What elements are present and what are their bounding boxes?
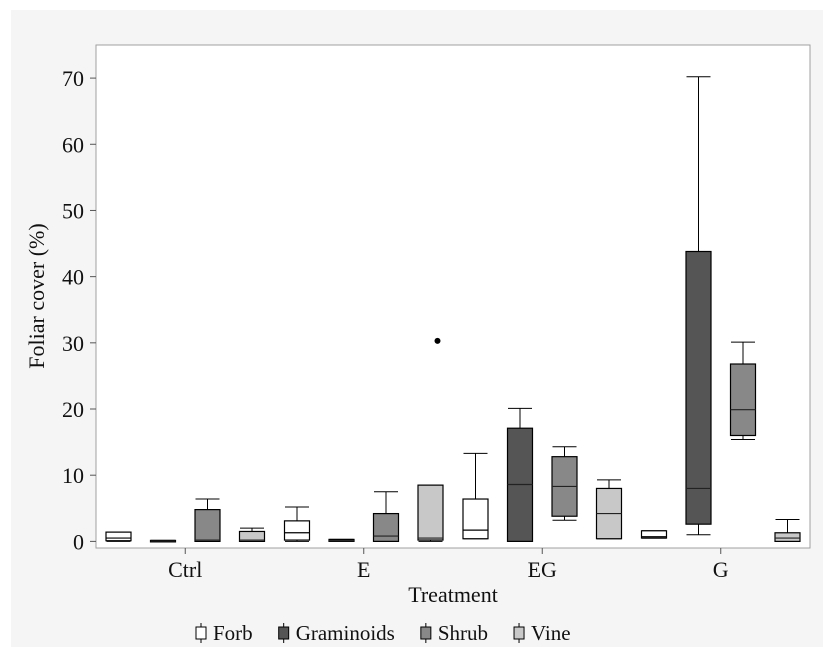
x-tick-label: EG xyxy=(528,557,557,582)
box-iqr xyxy=(729,363,757,437)
legend-item-shrub: Shrub xyxy=(420,621,488,645)
outlier-point xyxy=(434,337,441,344)
y-tick-label: 0 xyxy=(73,529,84,554)
y-tick-label: 30 xyxy=(62,331,84,356)
box-iqr xyxy=(640,530,668,539)
box-iqr xyxy=(238,530,266,542)
x-tick-label: G xyxy=(713,557,729,582)
y-tick-label: 50 xyxy=(62,198,84,223)
box-shrub-e xyxy=(372,491,400,542)
y-tick-label: 10 xyxy=(62,463,84,488)
box-vine-eg xyxy=(595,479,623,540)
legend-label: Vine xyxy=(531,621,571,645)
legend-label: Shrub xyxy=(438,621,488,645)
box-graminoids-ctrl xyxy=(149,539,177,543)
legend-swatch-box xyxy=(195,626,207,640)
box-graminoids-g xyxy=(685,76,712,536)
legend-swatch-box xyxy=(513,626,525,640)
box-iqr xyxy=(417,484,444,541)
box-vine-e xyxy=(417,337,444,542)
box-iqr xyxy=(774,532,801,542)
x-tick-label: E xyxy=(357,557,370,582)
legend-label: Graminoids xyxy=(296,621,395,645)
y-tick-label: 60 xyxy=(62,132,84,157)
box-forb-g xyxy=(640,530,668,539)
box-forb-e xyxy=(283,506,311,542)
legend: Forb Graminoids Shrub Vine xyxy=(195,621,571,645)
y-axis: 0 10 20 30 40 50 60 70 xyxy=(62,66,96,554)
y-tick-label: 70 xyxy=(62,66,84,91)
box-vine-ctrl xyxy=(238,527,266,542)
legend-swatch-box xyxy=(420,626,432,640)
box-series xyxy=(105,76,801,543)
x-axis: Ctrl E EG G xyxy=(168,548,729,582)
x-axis-title: Treatment xyxy=(408,582,498,607)
legend-swatch-box xyxy=(278,626,290,640)
legend-item-forb: Forb xyxy=(195,621,253,645)
legend-label: Forb xyxy=(213,621,253,645)
legend-item-graminoids: Graminoids xyxy=(278,621,395,645)
box-shrub-g xyxy=(729,341,757,440)
box-shrub-ctrl xyxy=(194,498,221,542)
legend-item-vine: Vine xyxy=(513,621,571,645)
x-tick-label: Ctrl xyxy=(168,557,202,582)
box-graminoids-e xyxy=(328,538,355,542)
y-tick-label: 20 xyxy=(62,397,84,422)
box-graminoids-eg xyxy=(506,407,534,542)
box-iqr xyxy=(372,512,400,542)
box-iqr xyxy=(105,531,132,542)
box-forb-ctrl xyxy=(105,531,132,542)
y-tick-label: 40 xyxy=(62,265,84,290)
box-iqr xyxy=(685,250,712,525)
box-iqr xyxy=(283,520,311,541)
box-forb-eg xyxy=(462,452,489,540)
box-shrub-eg xyxy=(551,446,578,521)
box-iqr xyxy=(194,509,221,542)
box-vine-g xyxy=(774,519,801,542)
y-axis-title: Foliar cover (%) xyxy=(24,223,49,368)
box-iqr xyxy=(462,498,489,540)
